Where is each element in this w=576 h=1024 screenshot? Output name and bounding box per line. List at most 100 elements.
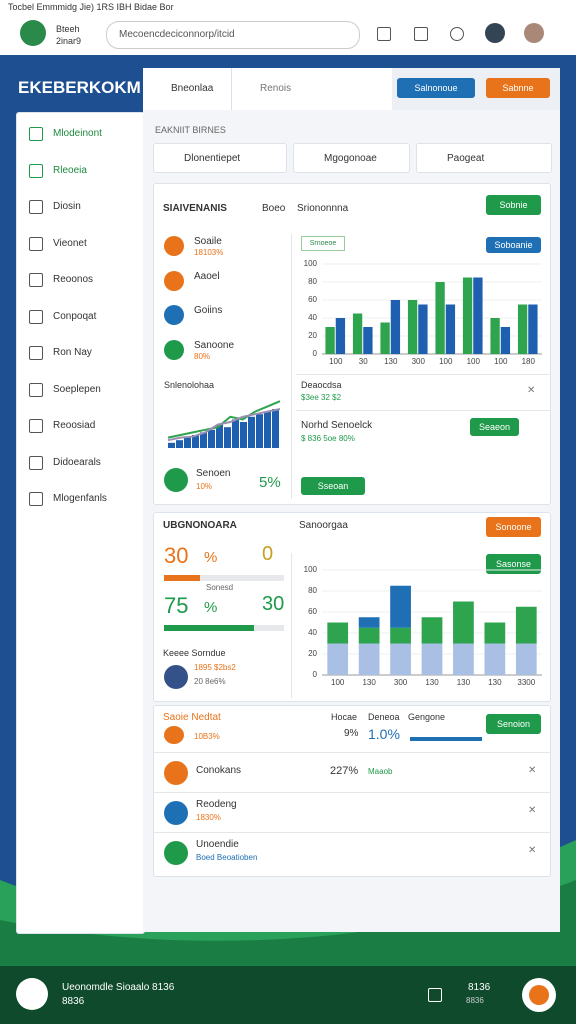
close[interactable]: ✕ [528,845,537,856]
filter[interactable]: Mgogonoae [293,143,410,173]
progress-track [164,575,284,581]
nav-icon [29,309,43,324]
divider [296,374,550,375]
close[interactable]: ✕ [528,765,537,776]
bar [380,322,390,354]
card-title: UBGNONOARA [163,520,237,531]
row-label: Unoendie [196,839,239,850]
row-pct: 227% [330,765,359,777]
nav-item[interactable]: Mlogenfanls [53,493,107,504]
bar [453,643,474,675]
nav-item[interactable]: Vieonet [53,237,87,249]
bar [335,318,346,354]
button[interactable]: Sonoone [486,517,541,537]
nav-item[interactable]: Soeplepen [53,383,101,395]
tab-title[interactable]: Tocbel Emmmidg Jie) 1RS IBH Bidae Bor [8,2,174,12]
nav-icon [29,273,43,287]
address-bar[interactable]: Mecoencdeciconnorp/itcid [106,21,360,49]
row-label: Deaocdsa [301,380,342,390]
filter[interactable]: Dlonentiepet [153,143,287,173]
filter-label: Mgogonoae [324,153,377,164]
button[interactable]: Sasonse [486,554,541,574]
y-tick-label: 40 [308,628,317,637]
x-tick-label: 100 [467,357,481,366]
bar [176,440,183,448]
bar [515,643,537,675]
button[interactable]: Senoion [486,714,541,734]
x-tick-label: 100 [331,678,345,687]
close[interactable]: ✕ [528,805,537,816]
avatar[interactable] [524,23,544,43]
button[interactable]: Sobnie [486,195,541,215]
row-sub: Boed Beoatioben [196,853,258,862]
row-label: Conokans [196,765,242,776]
bar [248,416,255,448]
nav-icon [29,163,43,178]
progress [410,737,482,741]
y-tick-label: 0 [313,670,318,679]
bar [200,432,207,448]
button[interactable]: Sabnne [486,78,550,98]
y-tick-label: 100 [304,565,318,574]
nav-item[interactable]: Reoosiad [53,420,96,431]
close[interactable]: ✕ [527,385,536,396]
bar [418,304,428,354]
button[interactable]: Seaeon [470,418,519,436]
bar [363,327,373,354]
button[interactable]: Soboanie [486,237,541,253]
icon[interactable] [450,27,464,41]
bar [421,617,443,644]
address-text: Mecoencdeciconnorp/itcid [119,29,235,40]
metric-value: 30 [164,543,189,568]
bar [390,585,411,628]
nav-item[interactable]: Mlodeinont [53,128,102,139]
bar [184,437,191,448]
item-icon [164,270,184,291]
icon[interactable] [377,27,391,41]
card-title: SIAIVENANIS [163,203,227,214]
nav-item[interactable]: Reoonos [53,274,94,285]
nav-item[interactable]: Didoearals [53,456,101,468]
card-tab[interactable]: Boeo [262,203,286,214]
item-icon [164,236,184,256]
bar [264,411,271,448]
filter-label: Dlonentiepet [184,153,241,164]
nav-icon [29,492,43,506]
x-tick-label: 130 [362,678,376,687]
row-icon [164,801,188,825]
tab[interactable]: Bneonlaa [143,68,231,110]
row-label: Norhd Senoelck [301,420,373,431]
x-tick-label: 130 [457,678,471,687]
header-pct: 9% [344,728,359,739]
bar [407,300,418,354]
nav-item[interactable]: Conpoqat [53,310,97,322]
nav-icon [29,346,43,360]
footer-sub: 8836 [62,996,85,1007]
icon[interactable] [428,988,442,1002]
avatar[interactable] [485,23,505,43]
header-val: 1.0% [368,726,400,742]
sidebar: Mlodeinont Rleoeia Diosin Vieonet Reoonos Con… [16,112,145,934]
x-tick-label: 130 [425,678,439,687]
nav-item[interactable]: Diosin [53,201,81,212]
tab[interactable]: Renois [231,68,392,110]
bar-chart: 0 20 40 60 80 100 100 130 300 130 130 130 3300 [304,565,542,687]
badge: Srnoeoe [301,236,345,251]
browser-bar: Tocbel Emmmidg Jie) 1RS IBH Bidae Bor Bt… [0,0,576,55]
icon[interactable] [414,27,428,41]
x-tick-label: 300 [412,357,426,366]
gauge-change: 5% [259,474,281,491]
bar [224,427,231,448]
line [167,400,281,439]
gauge-label: Senoen [196,468,231,479]
footer-value-sub: 8836 [466,996,484,1005]
wave [0,840,576,970]
item-sub: 80% [194,351,211,361]
nav-item[interactable]: Ron Nay [53,347,92,358]
button[interactable]: Sseoan [301,477,365,495]
x-tick-label: 300 [394,678,408,687]
button[interactable]: Salnonoue [397,78,475,98]
nav-item[interactable]: Rleoeia [53,164,87,176]
filter[interactable]: Paogeat [416,143,552,173]
action-button[interactable] [522,978,556,1012]
